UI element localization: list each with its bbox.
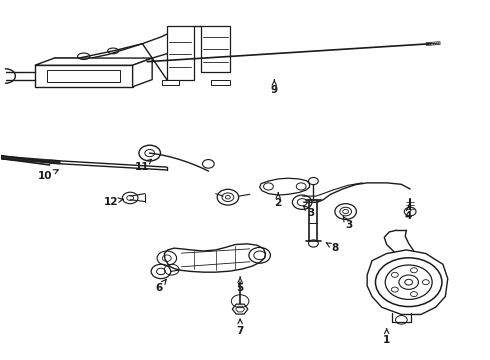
Polygon shape xyxy=(164,244,266,272)
Text: 7: 7 xyxy=(237,319,244,336)
Polygon shape xyxy=(133,58,152,87)
Circle shape xyxy=(151,264,171,279)
Polygon shape xyxy=(201,26,230,72)
Circle shape xyxy=(217,189,239,205)
Text: 4: 4 xyxy=(405,205,413,221)
Text: 3: 3 xyxy=(343,217,352,230)
Text: 1: 1 xyxy=(383,329,391,345)
Circle shape xyxy=(335,204,356,220)
Polygon shape xyxy=(260,178,310,195)
Text: 9: 9 xyxy=(271,80,278,95)
Text: 5: 5 xyxy=(237,277,244,293)
Polygon shape xyxy=(367,250,448,315)
Polygon shape xyxy=(211,80,230,85)
Text: 3: 3 xyxy=(304,206,315,218)
Polygon shape xyxy=(162,80,179,85)
Polygon shape xyxy=(167,26,194,80)
Text: 6: 6 xyxy=(156,279,166,293)
Text: 2: 2 xyxy=(274,193,282,208)
Text: 11: 11 xyxy=(135,159,151,172)
Polygon shape xyxy=(35,65,133,87)
Polygon shape xyxy=(35,58,152,65)
Text: 10: 10 xyxy=(37,170,58,181)
Polygon shape xyxy=(232,304,248,314)
Text: 12: 12 xyxy=(103,197,123,207)
Text: 8: 8 xyxy=(326,243,339,253)
